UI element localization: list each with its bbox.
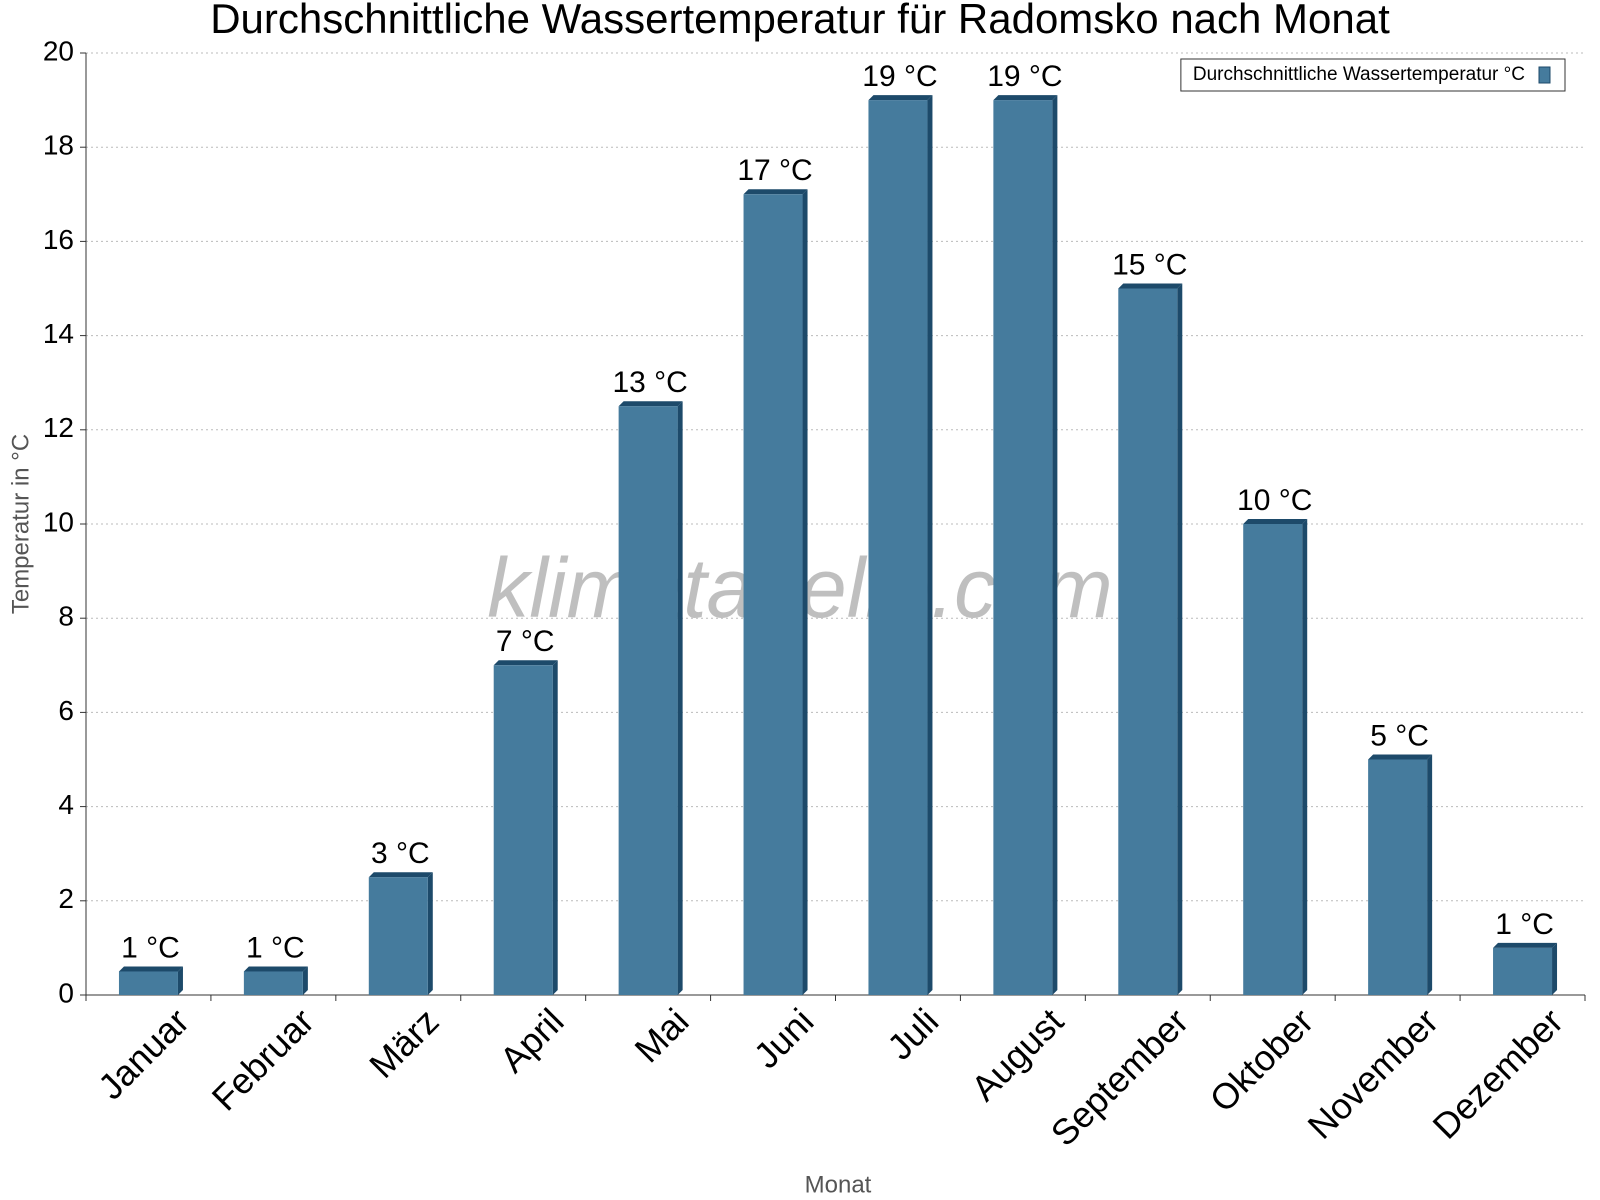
x-tick-label: September	[1043, 1000, 1197, 1154]
value-label: 1 °C	[1495, 908, 1554, 941]
x-tick-label: November	[1300, 1000, 1446, 1146]
bar	[1118, 288, 1178, 995]
bar	[743, 194, 803, 996]
value-label: 19 °C	[862, 60, 937, 93]
bar-side	[1552, 942, 1558, 995]
value-label: 15 °C	[1112, 248, 1187, 281]
bar-top	[1243, 519, 1308, 524]
bar-top	[1118, 283, 1183, 289]
bar-side	[552, 660, 558, 995]
bar-side	[1427, 754, 1433, 995]
legend-swatch	[1538, 66, 1551, 84]
bar	[1368, 759, 1428, 995]
bar-side	[302, 966, 308, 995]
bar-top	[493, 660, 558, 666]
y-tick-label: 0	[58, 977, 74, 1008]
x-tick-label: Februar	[204, 1000, 322, 1118]
value-label: 1 °C	[246, 931, 305, 964]
x-tick-label: Oktober	[1202, 1000, 1322, 1120]
y-tick-label: 18	[43, 130, 74, 161]
x-tick-label: März	[361, 1000, 447, 1086]
bar-top	[743, 189, 808, 195]
y-tick-label: 8	[58, 601, 74, 632]
value-label: 10 °C	[1237, 484, 1312, 517]
y-tick-label: 14	[43, 318, 74, 349]
x-tick-label: April	[492, 1000, 572, 1080]
value-label: 7 °C	[496, 625, 555, 658]
x-axis-label: Monat	[805, 1171, 872, 1198]
y-tick-label: 20	[43, 35, 74, 66]
bar	[1493, 947, 1553, 995]
bar-top	[993, 95, 1058, 101]
chart-title: Durchschnittliche Wassertemperatur für R…	[210, 0, 1390, 42]
legend: Durchschnittliche Wassertemperatur °C	[1180, 58, 1566, 92]
value-label: 19 °C	[987, 60, 1062, 93]
bar-top	[1493, 942, 1558, 948]
bar	[868, 100, 928, 996]
bar-side	[177, 966, 183, 995]
bar	[368, 877, 428, 995]
bar-top	[1368, 754, 1433, 760]
x-tick-label: Juli	[879, 1000, 946, 1067]
bar	[618, 406, 678, 995]
y-tick-label: 10	[43, 506, 74, 537]
bar-side	[927, 95, 933, 996]
y-tick-label: 12	[43, 412, 74, 443]
y-tick-label: 2	[58, 883, 74, 914]
bar	[243, 971, 303, 995]
bar-side	[677, 401, 683, 995]
bar-side	[1177, 283, 1183, 995]
bar-top	[243, 966, 308, 972]
bar-top	[118, 966, 183, 972]
legend-label: Durchschnittliche Wassertemperatur °C	[1193, 64, 1525, 85]
bar-side	[802, 189, 808, 996]
bar-top	[618, 401, 683, 407]
x-tick-label: Januar	[90, 1000, 197, 1107]
y-axis-label: Temperatur in °C	[7, 434, 34, 614]
legend-box	[1180, 58, 1566, 92]
bar	[993, 100, 1053, 996]
bar-side	[1302, 519, 1308, 995]
value-label: 13 °C	[612, 366, 687, 399]
bar-side	[427, 872, 433, 995]
bar-top	[368, 872, 433, 878]
bar	[1243, 524, 1303, 995]
bar-top	[868, 95, 933, 101]
value-label: 5 °C	[1370, 719, 1429, 752]
bar-side	[1052, 95, 1058, 996]
x-tick-label: Juni	[746, 1000, 822, 1076]
bar	[493, 665, 553, 995]
y-tick-label: 6	[58, 695, 74, 726]
x-tick-label: Dezember	[1425, 1000, 1571, 1146]
value-label: 17 °C	[737, 154, 812, 187]
value-label: 3 °C	[371, 837, 430, 870]
bar	[118, 971, 178, 995]
x-tick-label: Mai	[626, 1000, 696, 1070]
x-tick-label: August	[963, 1000, 1071, 1108]
y-tick-label: 4	[58, 789, 74, 820]
y-tick-label: 16	[43, 224, 74, 255]
value-label: 1 °C	[121, 931, 180, 964]
